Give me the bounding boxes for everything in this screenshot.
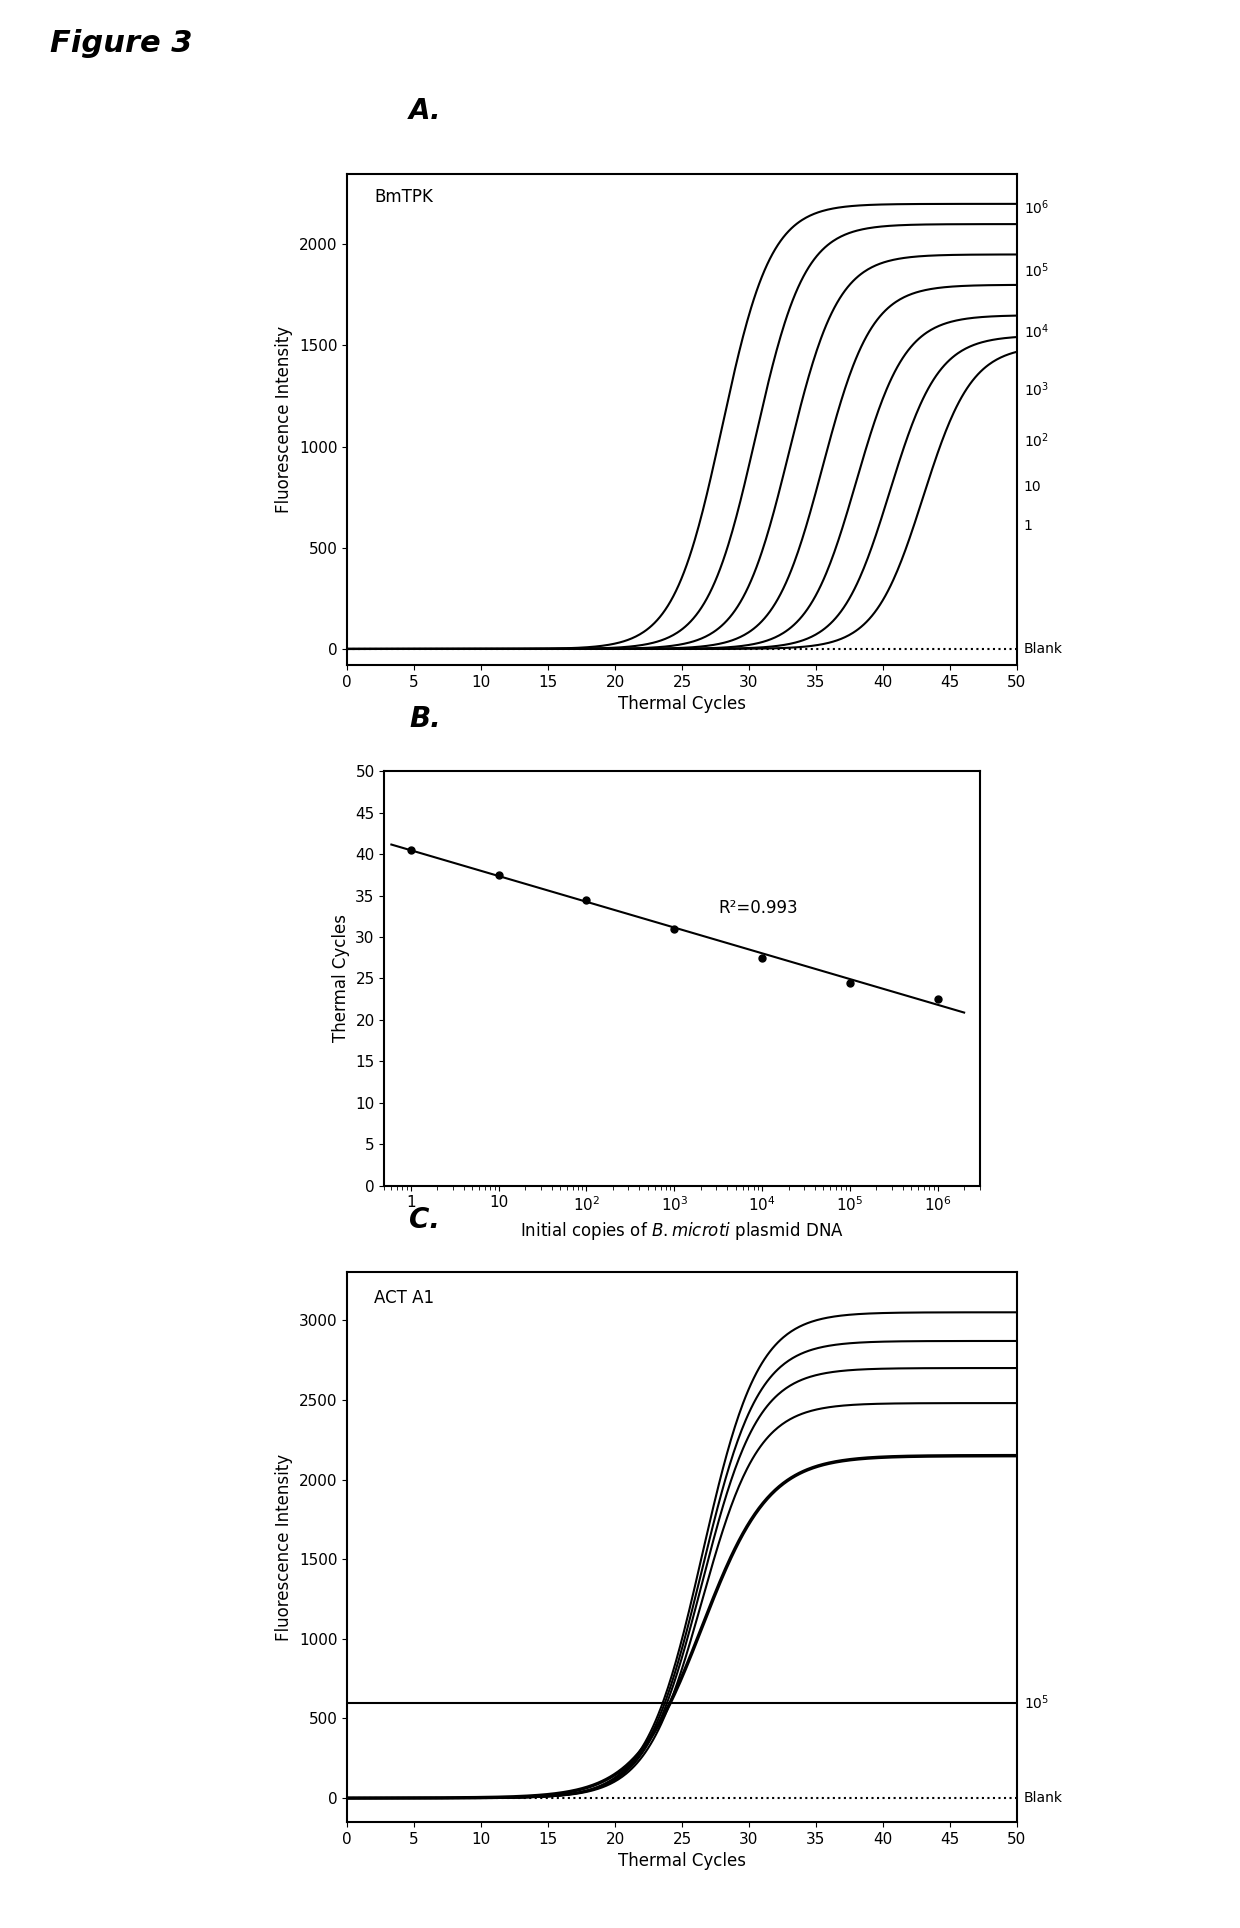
Text: $10^5$: $10^5$ [1024,262,1049,280]
Y-axis label: Thermal Cycles: Thermal Cycles [332,914,350,1043]
Text: $10^5$: $10^5$ [1024,1693,1049,1712]
Text: Blank: Blank [1024,1791,1063,1805]
Text: C.: C. [409,1205,440,1234]
Text: $10^2$: $10^2$ [1024,432,1049,449]
Text: Figure 3: Figure 3 [50,29,192,58]
Text: $10^4$: $10^4$ [1024,322,1049,341]
X-axis label: Thermal Cycles: Thermal Cycles [618,1853,746,1870]
Text: B.: B. [409,704,441,733]
Text: $10^6$: $10^6$ [1024,199,1049,218]
Text: BmTPK: BmTPK [374,189,433,206]
Y-axis label: Fluorescence Intensity: Fluorescence Intensity [275,1454,294,1641]
X-axis label: Thermal Cycles: Thermal Cycles [618,696,746,713]
X-axis label: Initial copies of $\it{B. microti}$ plasmid DNA: Initial copies of $\it{B. microti}$ plas… [520,1220,844,1242]
Text: A.: A. [409,96,441,125]
Text: 10: 10 [1024,480,1042,494]
Text: R²=0.993: R²=0.993 [718,898,797,918]
Text: Blank: Blank [1024,642,1063,656]
Text: 1: 1 [1024,519,1033,532]
Text: ACT A1: ACT A1 [374,1290,434,1307]
Text: $10^3$: $10^3$ [1024,380,1049,399]
Y-axis label: Fluorescence Intensity: Fluorescence Intensity [275,326,294,513]
